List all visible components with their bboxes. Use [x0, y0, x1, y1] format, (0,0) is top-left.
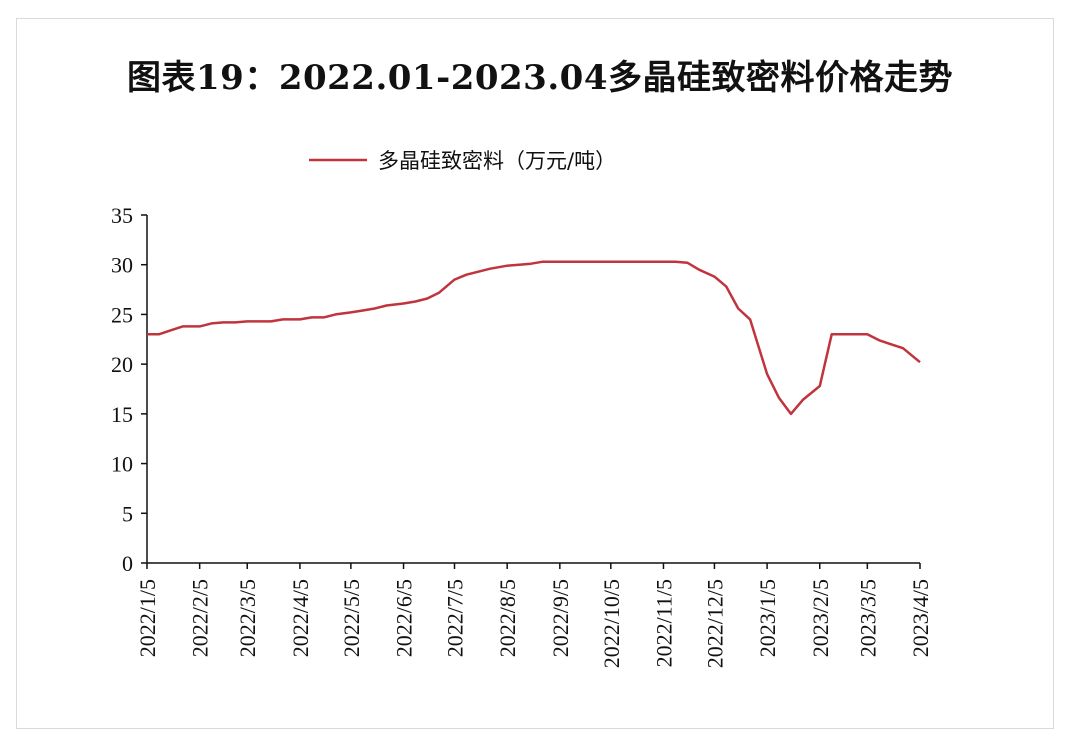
- x-tick-label: 2022/9/5: [548, 579, 573, 657]
- x-axis-ticks: 2022/1/5 2022/2/5 2022/3/5 2022/4/5 2022/5/5…: [135, 563, 933, 668]
- x-tick-label: 2022/2/5: [188, 579, 213, 657]
- chart-title: 图表19：2022.01-2023.04多晶硅致密料价格走势: [127, 58, 953, 98]
- x-tick-label: 2023/1/5: [755, 579, 780, 657]
- y-tick-label: 0: [122, 551, 133, 576]
- x-tick-label: 2022/1/5: [135, 579, 160, 657]
- x-tick-label: 2023/3/5: [855, 579, 880, 657]
- x-tick-label: 2022/12/5: [702, 579, 727, 668]
- y-tick-label: 5: [122, 501, 133, 526]
- x-tick-label: 2023/2/5: [808, 579, 833, 657]
- x-tick-label: 2022/6/5: [392, 579, 417, 657]
- series-group: [147, 260, 921, 416]
- legend-label: 多晶硅致密料（万元/吨）: [378, 149, 616, 173]
- axes: [146, 215, 920, 564]
- x-tick-label: 2022/3/5: [235, 579, 260, 657]
- y-tick-label: 15: [111, 402, 133, 427]
- y-tick-label: 30: [111, 253, 133, 278]
- y-tick-label: 35: [111, 203, 133, 228]
- y-tick-label: 25: [111, 302, 133, 327]
- y-tick-label: 20: [111, 352, 133, 377]
- x-tick-label: 2023/4/5: [908, 579, 933, 657]
- x-tick-label: 2022/4/5: [288, 579, 313, 657]
- legend: 多晶硅致密料（万元/吨）: [309, 149, 616, 173]
- x-tick-label: 2022/10/5: [599, 579, 624, 668]
- y-axis-ticks: 0 5 10 15 20 25 30 35: [111, 203, 147, 576]
- x-tick-label: 2022/11/5: [651, 579, 676, 667]
- series-line: [147, 260, 921, 416]
- x-tick-label: 2022/8/5: [495, 579, 520, 657]
- y-tick-label: 10: [111, 452, 133, 477]
- x-tick-label: 2022/5/5: [339, 579, 364, 657]
- x-tick-label: 2022/7/5: [443, 579, 468, 657]
- chart-frame: [16, 18, 1054, 729]
